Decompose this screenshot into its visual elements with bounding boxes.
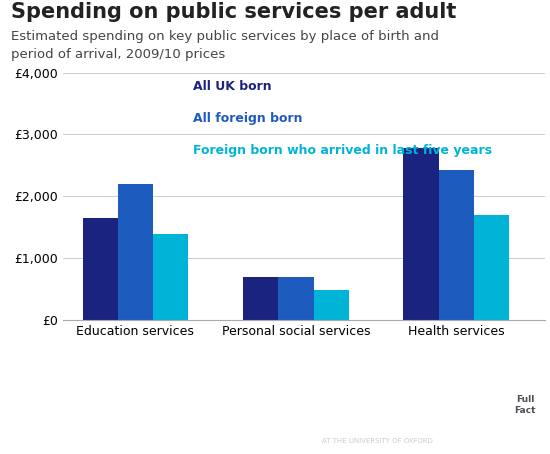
Bar [118, 184, 153, 320]
Text: the consumption of education and children's services: the consumption of education and childre… [11, 372, 290, 382]
Text: NIESR 2011 report, Impact of migration on: NIESR 2011 report, Impact of migration o… [58, 340, 283, 350]
Text: OBSERVATORY: OBSERVATORY [322, 407, 441, 422]
Text: Full
Fact: Full Fact [514, 395, 536, 415]
Bar [474, 215, 509, 320]
Text: All UK born: All UK born [193, 80, 272, 93]
Bar [438, 170, 474, 320]
Text: Spending on public services per adult: Spending on public services per adult [11, 2, 456, 22]
Text: Foreign born who arrived in last five years: Foreign born who arrived in last five ye… [193, 144, 492, 158]
Bar [153, 234, 188, 320]
Text: and the consumption of health services, social care: and the consumption of health services, … [11, 402, 280, 412]
Text: AT THE UNIVERSITY OF OXFORD: AT THE UNIVERSITY OF OXFORD [322, 439, 433, 444]
Text: Source:: Source: [11, 340, 56, 350]
Polygon shape [481, 327, 539, 451]
Text: All foreign born: All foreign born [193, 112, 302, 125]
Bar [314, 290, 349, 320]
Bar [278, 277, 314, 320]
Bar [82, 218, 118, 320]
Text: Estimated spending on key public services by place of birth and
period of arriva: Estimated spending on key public service… [11, 30, 439, 60]
Text: THE: THE [322, 338, 354, 353]
Bar [403, 148, 439, 320]
Text: MIGRATION: MIGRATION [322, 372, 416, 387]
Bar [243, 277, 278, 320]
Text: and social services: and social services [11, 432, 110, 442]
